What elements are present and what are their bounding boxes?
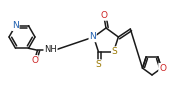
Text: O: O: [31, 56, 38, 65]
Text: S: S: [96, 60, 101, 69]
Text: N: N: [12, 21, 19, 30]
Text: S: S: [112, 47, 117, 56]
Text: NH: NH: [44, 45, 57, 54]
Text: O: O: [159, 64, 166, 73]
Text: O: O: [101, 11, 108, 20]
Text: N: N: [89, 32, 96, 41]
